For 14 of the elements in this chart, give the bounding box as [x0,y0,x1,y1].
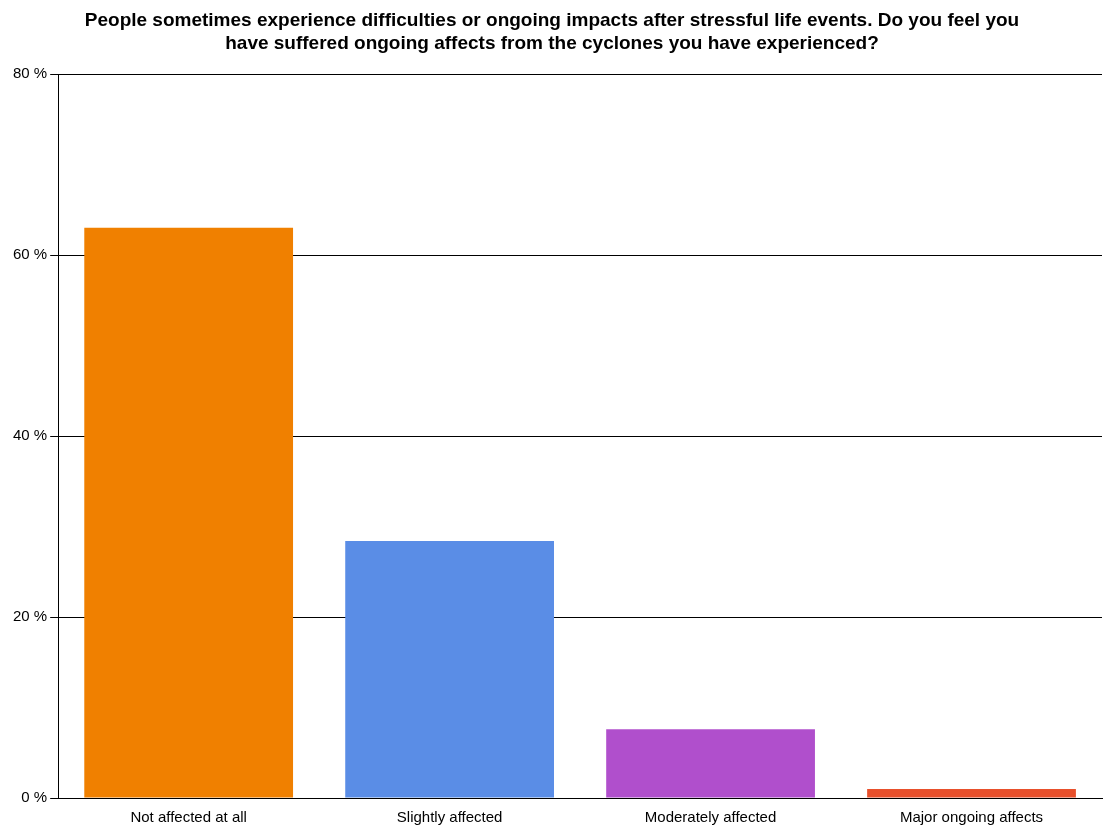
chart-title: People sometimes experience difficulties or ongoing impacts after stressful life events. Do you feel you have suffered ongoing affects from the cyclones you have experienced? [83,8,1021,54]
y-tick-label: 0 % [21,788,48,806]
bar [867,788,1076,798]
x-tick-label: Not affected at all [130,808,247,826]
x-tick-label: Moderately affected [644,808,777,826]
y-tick-label: 60 % [12,245,48,263]
y-tick-label: 40 % [12,426,48,444]
y-tick-label: 20 % [12,607,48,625]
y-tick-label: 80 % [12,64,48,82]
x-tick-label: Major ongoing affects [899,808,1044,826]
bar [606,729,815,798]
x-tick-label: Slightly affected [396,808,503,826]
bar [84,227,294,798]
bar [345,540,554,798]
